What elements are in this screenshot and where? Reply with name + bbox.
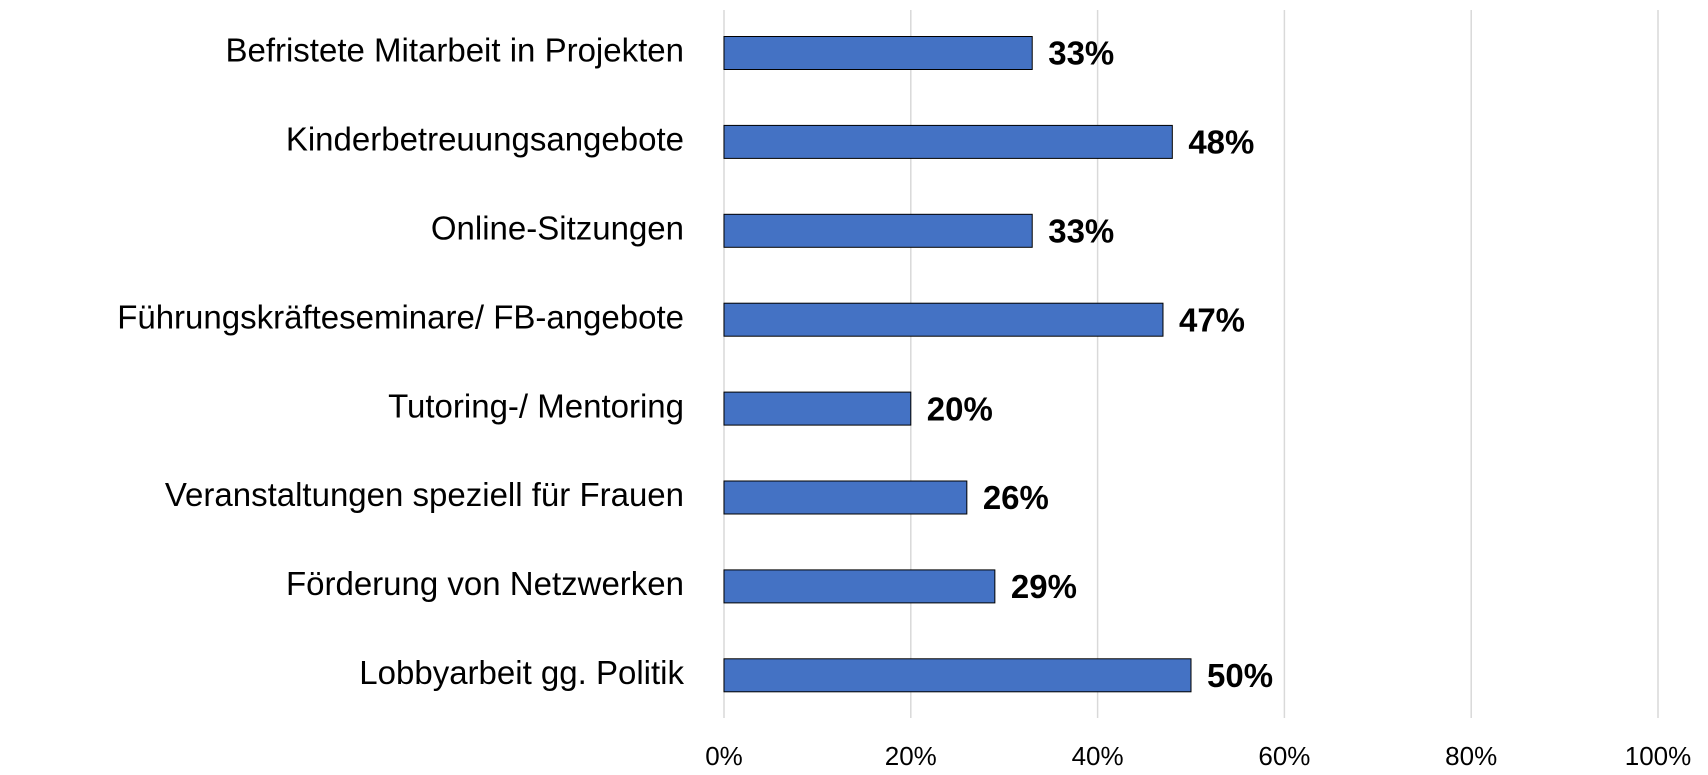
- bar: [723, 480, 968, 515]
- y-tick-label: Führungskräfteseminare/ FB-angebote: [117, 298, 684, 335]
- data-label: 20%: [927, 390, 993, 427]
- bar: [723, 213, 1033, 248]
- data-label: 47%: [1179, 301, 1245, 338]
- data-label: 29%: [1011, 568, 1077, 605]
- x-tick-label: 0%: [705, 741, 743, 771]
- data-label: 33%: [1048, 213, 1114, 250]
- x-tick-label: 60%: [1258, 741, 1310, 771]
- x-tick-label: 100%: [1625, 741, 1692, 771]
- bar: [723, 658, 1192, 693]
- y-tick-label: Kinderbetreuungsangebote: [286, 121, 684, 158]
- bar: [723, 302, 1164, 337]
- y-tick-label: Tutoring-/ Mentoring: [388, 387, 684, 424]
- y-tick-label: Lobbyarbeit gg. Politik: [359, 654, 684, 691]
- bar: [723, 391, 912, 426]
- y-tick-label: Online-Sitzungen: [431, 210, 684, 247]
- x-tick-label: 20%: [885, 741, 937, 771]
- data-label: 50%: [1207, 657, 1273, 694]
- bar: [723, 124, 1173, 159]
- x-tick-label: 80%: [1445, 741, 1497, 771]
- bar: [723, 569, 996, 604]
- data-label: 48%: [1188, 124, 1254, 161]
- bar: [723, 36, 1033, 70]
- y-tick-label: Befristete Mitarbeit in Projekten: [225, 32, 684, 69]
- data-label: 26%: [983, 479, 1049, 516]
- data-label: 33%: [1048, 35, 1114, 72]
- y-tick-label: Veranstaltungen speziell für Frauen: [165, 476, 684, 513]
- y-tick-label: Förderung von Netzwerken: [286, 565, 684, 602]
- x-tick-label: 40%: [1072, 741, 1124, 771]
